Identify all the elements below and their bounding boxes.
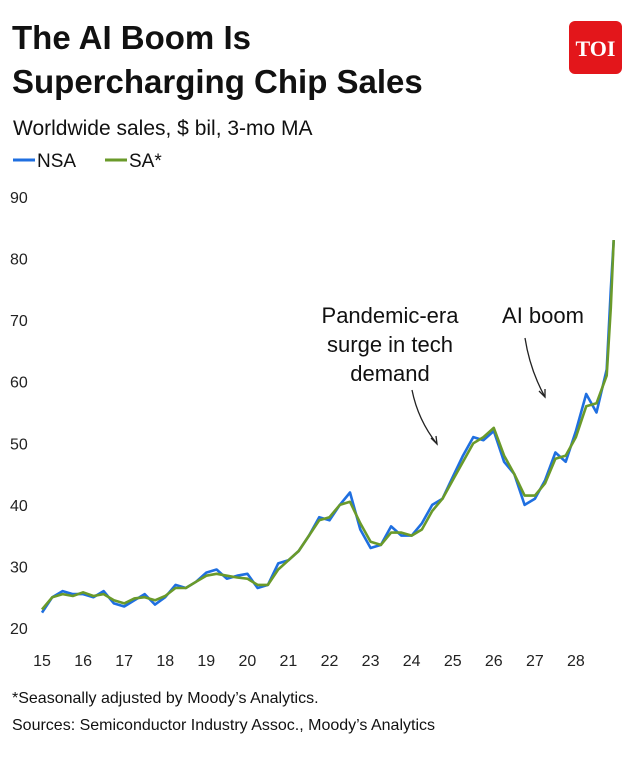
x-tick-label: 22 bbox=[321, 653, 339, 670]
x-tick-label: 21 bbox=[280, 653, 298, 670]
chart-title: Supercharging Chip Sales bbox=[12, 63, 423, 100]
footnote: *Seasonally adjusted by Moody’s Analytic… bbox=[12, 690, 319, 707]
x-tick-label: 18 bbox=[156, 653, 174, 670]
arrow-head bbox=[430, 435, 438, 446]
y-tick-label: 80 bbox=[10, 252, 28, 269]
y-tick-label: 50 bbox=[10, 436, 28, 453]
y-tick-label: 40 bbox=[10, 498, 28, 515]
logo: TOI bbox=[576, 36, 616, 61]
legend-label: NSA bbox=[37, 151, 76, 172]
y-tick-label: 90 bbox=[10, 190, 28, 207]
x-tick-label: 28 bbox=[567, 653, 585, 670]
annotation: demand bbox=[350, 361, 430, 386]
y-tick-label: 70 bbox=[10, 313, 28, 330]
series-line bbox=[41, 240, 615, 611]
x-tick-label: 19 bbox=[197, 653, 215, 670]
chart-title: The AI Boom Is bbox=[12, 19, 251, 56]
x-tick-label: 23 bbox=[362, 653, 380, 670]
x-tick-label: 26 bbox=[485, 653, 503, 670]
legend-label: SA* bbox=[129, 151, 162, 172]
source: Sources: Semiconductor Industry Assoc., … bbox=[12, 717, 435, 734]
y-tick-label: 30 bbox=[10, 559, 28, 576]
x-tick-label: 27 bbox=[526, 653, 544, 670]
annotation: Pandemic-era bbox=[322, 303, 460, 328]
x-tick-label: 20 bbox=[238, 653, 256, 670]
logo-box bbox=[569, 21, 622, 74]
series-line bbox=[40, 240, 615, 614]
y-tick-label: 60 bbox=[10, 375, 28, 392]
x-tick-label: 17 bbox=[115, 653, 133, 670]
annotation: surge in tech bbox=[327, 332, 453, 357]
x-tick-label: 24 bbox=[403, 653, 421, 670]
arrow bbox=[411, 389, 438, 445]
y-tick-label: 20 bbox=[10, 621, 28, 638]
arrow-head bbox=[538, 389, 546, 399]
arrow bbox=[524, 337, 546, 398]
annotation: AI boom bbox=[502, 303, 584, 328]
x-tick-label: 25 bbox=[444, 653, 462, 670]
x-tick-label: 15 bbox=[33, 653, 51, 670]
subtitle: Worldwide sales, $ bil, 3-mo MA bbox=[13, 117, 313, 140]
x-tick-label: 16 bbox=[74, 653, 92, 670]
